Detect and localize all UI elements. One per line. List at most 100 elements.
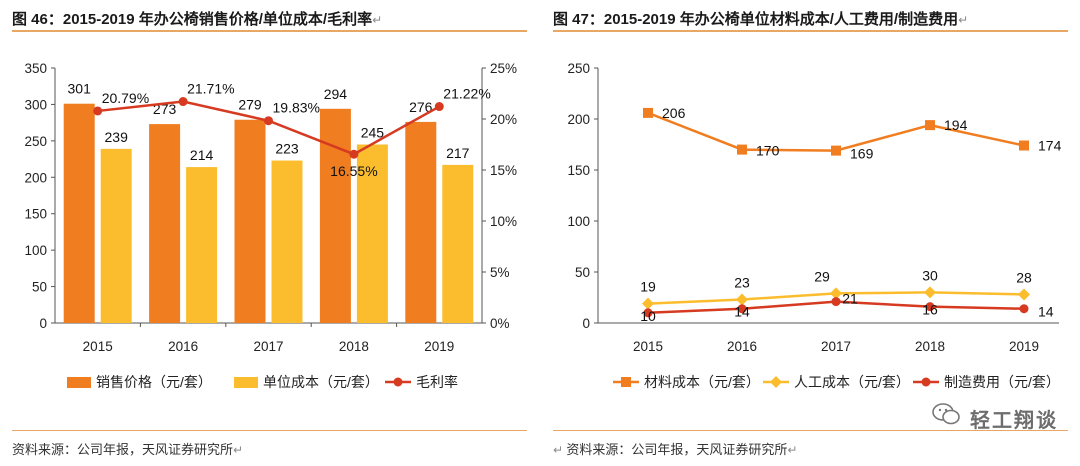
data-label-unit-cost: 239 [105,129,129,145]
point-gross-margin [264,116,273,126]
return-mark-icon: ↵ [787,443,798,457]
point-labor-cost [642,297,654,310]
y-tick-label-left: 0 [39,316,47,331]
y-tick-label: 50 [575,265,590,280]
data-label-unit-cost: 223 [275,141,299,157]
data-label-labor-cost: 29 [814,268,830,284]
y-tick-label-right: 15% [490,163,517,178]
y-tick-label-right: 5% [490,265,510,280]
data-label-sales-price: 301 [68,81,92,97]
data-label-material-cost: 194 [944,117,968,133]
y-tick-label-left: 100 [24,243,47,258]
data-label-gross-margin: 20.79% [102,90,149,106]
data-label-labor-cost: 30 [922,267,938,283]
legend-marker-material-cost [621,377,631,387]
y-tick-label-right: 10% [490,214,517,229]
return-mark-icon: ↵ [372,13,383,27]
wechat-icon [932,403,960,425]
data-label-unit-cost: 214 [190,147,214,163]
legend-marker-manufacturing-cost [921,377,931,387]
y-tick-label-left: 150 [24,207,47,222]
point-gross-margin [434,102,444,112]
data-label-labor-cost: 28 [1016,269,1032,285]
point-manufacturing-cost [1019,304,1029,314]
data-label-material-cost: 206 [662,105,686,121]
data-label-labor-cost: 19 [640,279,656,295]
y-tick-label: 0 [582,316,590,331]
data-label-sales-price: 276 [409,99,433,115]
source-note-right-text: 资料来源：公司年报，天风证券研究所 [566,442,788,457]
bar-sales-price [319,108,351,323]
data-label-sales-price: 294 [324,86,348,102]
y-tick-label: 200 [567,112,590,127]
point-gross-margin [93,106,103,116]
y-tick-label: 250 [567,61,590,76]
x-tick-label: 2016 [168,339,198,354]
line-material-cost [647,111,1025,152]
bar-unit-cost [186,167,218,323]
chart-title-right: 图 47：2015-2019 年办公椅单位材料成本/人工费用/制造费用↵ [553,8,968,29]
x-tick-label: 2016 [727,339,757,354]
data-label-gross-margin: 19.83% [273,100,320,116]
legend-label-material-cost: 材料成本（元/套） [644,374,760,390]
watermark-text: 轻工翔谈 [970,410,1058,432]
data-label-sales-price: 279 [238,97,262,113]
point-manufacturing-cost [643,308,653,318]
bar-unit-cost [442,164,474,323]
line-gross-margin [97,100,440,156]
x-tick-label: 2015 [83,339,113,354]
y-tick-label: 150 [567,163,590,178]
data-label-gross-margin: 16.55% [330,163,377,179]
source-note-left-text: 资料来源：公司年报，天风证券研究所 [12,442,234,457]
data-label-unit-cost: 245 [361,125,385,141]
legend-label-labor-cost: 人工成本（元/套） [794,374,910,390]
source-note-right: ↵ 资料来源：公司年报，天风证券研究所↵ [553,439,797,458]
y-tick-label-left: 200 [24,170,47,185]
data-label-material-cost: 174 [1038,138,1062,154]
footer-divider-left [12,430,527,431]
return-mark-icon: ↵ [553,443,567,457]
data-label-manufacturing-cost: 10 [640,308,656,324]
data-label-manufacturing-cost: 21 [842,291,858,307]
chart-title-left-text: 图 46：2015-2019 年办公椅销售价格/单位成本/毛利率 [12,11,373,28]
data-label-manufacturing-cost: 14 [734,304,750,320]
point-labor-cost [830,287,842,300]
chart-title-left: 图 46：2015-2019 年办公椅销售价格/单位成本/毛利率↵ [12,8,382,29]
x-tick-label: 2019 [1009,339,1039,354]
point-labor-cost [736,293,748,306]
x-tick-label: 2017 [253,339,283,354]
legend-marker-labor-cost [770,376,782,388]
y-tick-label-left: 250 [24,134,47,149]
data-label-material-cost: 169 [850,146,874,162]
bar-unit-cost [356,144,388,323]
point-gross-margin [349,149,359,159]
point-material-cost [643,107,653,118]
bar-sales-price [234,119,266,323]
data-label-manufacturing-cost: 14 [1038,304,1054,320]
y-tick-label-right: 25% [490,61,517,76]
point-labor-cost [924,286,936,299]
data-label-unit-cost: 217 [446,145,470,161]
legend-label-manufacturing-cost: 制造费用（元/套） [944,374,1060,390]
point-labor-cost [1018,288,1030,301]
x-tick-label: 2018 [915,339,945,354]
y-tick-label-left: 50 [32,280,47,295]
chart-panel-left: 图 46：2015-2019 年办公椅销售价格/单位成本/毛利率↵ 0 50 100… [12,0,537,466]
source-note-left: 资料来源：公司年报，天风证券研究所↵ [12,439,243,458]
chart-title-right-text: 图 47：2015-2019 年办公椅单位材料成本/人工费用/制造费用 [553,11,959,28]
x-tick-label: 2018 [339,339,369,354]
legend-label-unit-cost: 单位成本（元/套） [263,374,379,390]
point-material-cost [925,120,935,131]
bar-sales-price [405,121,437,324]
x-tick-label: 2015 [633,339,663,354]
x-tick-label: 2017 [821,339,851,354]
data-label-manufacturing-cost: 16 [922,302,938,318]
point-gross-margin [178,97,188,107]
point-material-cost [831,145,841,156]
legend-label-gross-margin: 毛利率 [416,374,458,390]
title-divider-left [12,30,527,32]
point-material-cost [1019,140,1029,151]
point-material-cost [737,144,747,155]
chart-panel-right: 图 47：2015-2019 年办公椅单位材料成本/人工费用/制造费用↵ 0 50… [553,0,1078,466]
return-mark-icon: ↵ [958,13,969,27]
